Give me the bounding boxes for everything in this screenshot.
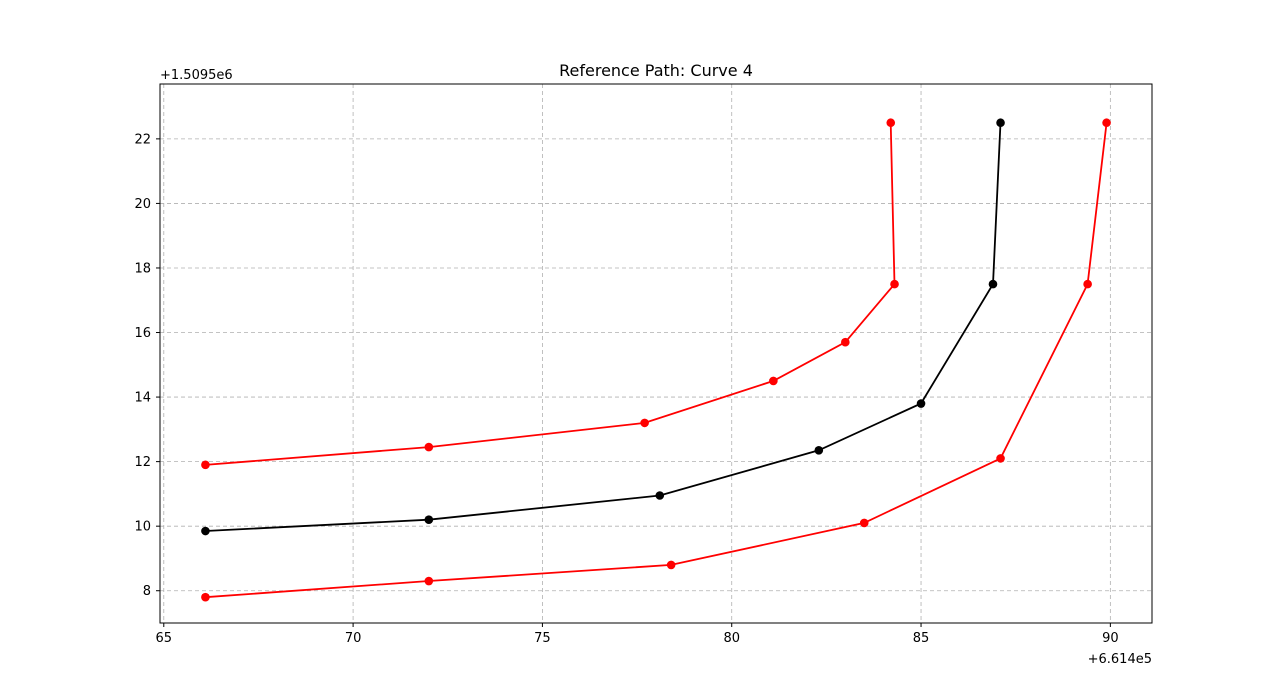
series-1: [201, 118, 899, 470]
x-offset-label: +6.614e5: [1088, 652, 1152, 667]
y-tick-label: 18: [134, 261, 151, 276]
y-tick-label: 20: [134, 197, 151, 212]
x-tick-label: 65: [156, 631, 173, 646]
y-tick-label: 8: [143, 584, 151, 599]
y-tick-label: 22: [134, 132, 151, 147]
data-point: [996, 118, 1005, 128]
data-point: [859, 518, 869, 528]
data-point: [666, 560, 676, 570]
y-tick-label: 12: [134, 455, 151, 470]
series-line: [205, 122, 1002, 532]
x-tick-label: 90: [1102, 631, 1119, 646]
data-point: [424, 442, 434, 452]
y-offset-label: +1.5095e6: [160, 68, 233, 83]
data-point: [201, 460, 210, 470]
data-point: [841, 337, 850, 347]
y-tick-label: 10: [134, 520, 151, 535]
y-tick-label: 16: [134, 326, 151, 341]
data-point: [814, 446, 824, 455]
data-point: [201, 592, 210, 602]
data-point: [201, 526, 210, 536]
data-point: [640, 418, 649, 428]
grid: [160, 84, 1152, 623]
chart-title: Reference Path: Curve 4: [559, 61, 753, 80]
data-point: [890, 279, 899, 289]
data-point: [1102, 118, 1111, 128]
series-line: [205, 122, 1108, 599]
axes-frame: [159, 83, 1153, 624]
x-tick-label: 75: [534, 631, 551, 646]
data-point: [655, 491, 665, 500]
x-tick-label: 80: [723, 631, 740, 646]
series-2: [201, 118, 1005, 536]
plot-series: [201, 118, 1111, 602]
x-tick-label: 85: [913, 631, 930, 646]
x-tick-label: 70: [345, 631, 362, 646]
data-point: [988, 279, 998, 289]
axis-ticks: 65 70 75 80 85 90 8 10 12 14 16 18 20 22: [134, 132, 1118, 646]
data-point: [769, 376, 778, 386]
data-point: [424, 576, 434, 586]
series-line: [205, 122, 896, 466]
data-point: [1083, 279, 1092, 289]
data-point: [886, 118, 896, 128]
y-tick-label: 14: [134, 391, 151, 406]
data-point: [996, 454, 1005, 463]
data-point: [424, 515, 434, 525]
series-3: [201, 118, 1111, 602]
data-point: [916, 399, 926, 408]
